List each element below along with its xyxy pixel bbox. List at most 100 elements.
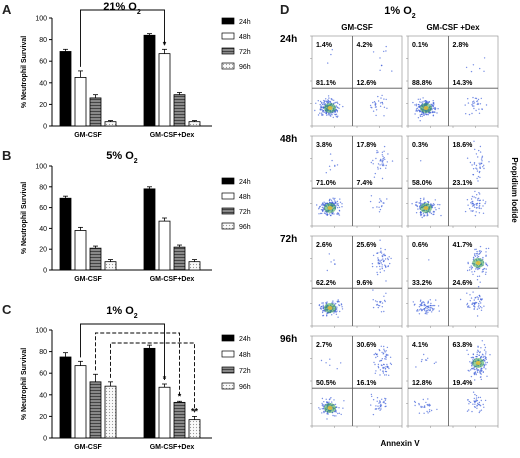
- event-dot: [379, 409, 381, 411]
- event-dot: [467, 399, 469, 401]
- event-dot: [476, 168, 478, 170]
- event-dot: [411, 203, 413, 205]
- event-dot: [333, 312, 335, 314]
- event-dot: [382, 157, 384, 160]
- event-dot: [423, 100, 425, 102]
- event-dot: [430, 302, 432, 305]
- event-dot: [335, 101, 337, 104]
- event-dot: [387, 153, 389, 155]
- event-dot: [421, 406, 423, 408]
- event-dot: [419, 197, 422, 200]
- event-dot: [376, 400, 378, 402]
- event-dot: [382, 352, 385, 354]
- event-dot: [435, 209, 437, 211]
- event-dot: [423, 201, 426, 204]
- y-tick-label: 80: [39, 349, 47, 356]
- event-dot: [467, 102, 470, 104]
- event-dot: [331, 314, 333, 316]
- event-dot: [378, 402, 380, 404]
- flow-title-subscript: 2: [412, 13, 416, 20]
- event-dot: [419, 114, 421, 116]
- event-dot: [380, 364, 383, 366]
- event-dot: [336, 101, 338, 103]
- event-dot: [332, 197, 334, 199]
- chart-title-subscript: 2: [137, 9, 141, 16]
- event-dot: [430, 212, 433, 215]
- event-dot: [471, 210, 474, 212]
- event-dot: [423, 308, 426, 310]
- event-dot: [437, 108, 439, 110]
- event-dot: [378, 211, 381, 213]
- event-dot: [384, 405, 386, 408]
- event-dot: [418, 306, 421, 308]
- event-dot: [470, 297, 473, 299]
- event-dot: [416, 310, 418, 312]
- event-dot: [472, 273, 474, 276]
- event-dot: [433, 204, 436, 206]
- event-dot: [479, 193, 481, 195]
- event-dot: [385, 266, 387, 269]
- event-dot: [472, 168, 475, 170]
- density-peak: [423, 206, 429, 210]
- event-dot: [467, 262, 469, 265]
- event-dot: [390, 257, 392, 260]
- event-dot: [476, 194, 478, 196]
- bar: [74, 77, 87, 127]
- event-dot: [432, 204, 434, 207]
- event-dot: [472, 173, 474, 176]
- event-dot: [475, 203, 477, 205]
- bar: [89, 381, 102, 439]
- y-tick-label: 100: [35, 16, 47, 23]
- event-dot: [380, 205, 383, 208]
- event-dot: [478, 202, 481, 205]
- event-dot: [475, 397, 478, 399]
- event-dot: [415, 366, 417, 368]
- event-dot: [379, 369, 382, 371]
- event-dot: [384, 374, 386, 376]
- event-dot: [471, 112, 473, 115]
- event-dot: [475, 399, 477, 401]
- event-dot: [414, 104, 416, 106]
- event-dot: [384, 300, 386, 303]
- event-dot: [473, 397, 475, 400]
- event-dot: [386, 107, 388, 110]
- event-dot: [323, 410, 325, 413]
- category-label: GM-CSF: [74, 132, 102, 139]
- event-dot: [481, 108, 483, 111]
- event-dot: [477, 198, 479, 200]
- event-dot: [438, 310, 440, 312]
- event-dot: [384, 265, 387, 267]
- event-dot: [322, 207, 325, 209]
- category-label: GM-CSF: [74, 444, 102, 450]
- event-dot: [476, 103, 478, 106]
- event-dot: [432, 100, 434, 102]
- event-dot: [383, 299, 386, 302]
- event-dot: [473, 100, 475, 102]
- event-dot: [476, 399, 479, 402]
- event-dot: [325, 398, 327, 400]
- event-dot: [382, 202, 384, 204]
- event-dot: [381, 266, 383, 268]
- event-dot: [414, 401, 417, 404]
- event-dot: [484, 360, 486, 362]
- density-peak: [423, 106, 429, 110]
- event-dot: [465, 66, 468, 69]
- event-dot: [419, 199, 422, 202]
- event-dot: [333, 259, 335, 261]
- event-dot: [324, 111, 326, 113]
- y-tick-label: 0: [43, 124, 47, 131]
- event-dot: [376, 273, 379, 276]
- event-dot: [387, 354, 389, 356]
- event-dot: [471, 105, 474, 107]
- y-tick-label: 80: [39, 184, 47, 191]
- event-dot: [427, 202, 430, 204]
- event-dot: [423, 353, 425, 356]
- event-dot: [480, 347, 482, 349]
- event-dot: [475, 372, 477, 375]
- event-dot: [482, 166, 484, 168]
- event-dot: [472, 305, 475, 307]
- event-dot: [435, 361, 437, 363]
- event-dot: [476, 252, 478, 255]
- event-dot: [464, 104, 466, 106]
- quadrant-upper-right: 25.6%: [357, 242, 378, 249]
